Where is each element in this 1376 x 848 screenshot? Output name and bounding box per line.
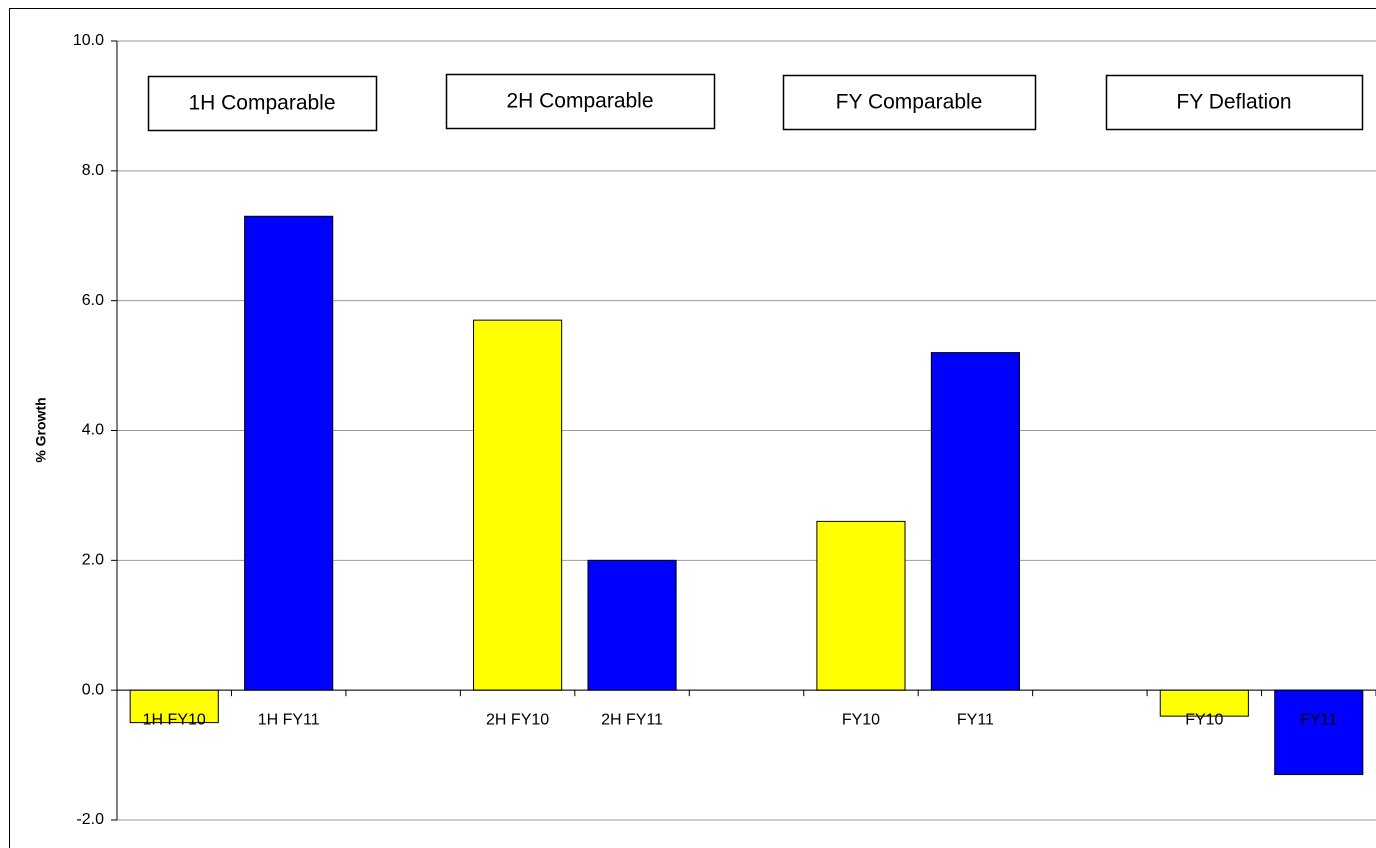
x-tick-label: 1H FY11 bbox=[258, 711, 320, 728]
bar bbox=[1159, 689, 1249, 717]
x-tick-label: FY11 bbox=[957, 711, 994, 728]
y-tick-label: 2.0 bbox=[82, 552, 104, 569]
x-tick-label: FY10 bbox=[1185, 711, 1223, 728]
annotation: FY Comparable bbox=[836, 91, 983, 114]
bar bbox=[1274, 689, 1364, 776]
annotation: FY Deflation bbox=[1176, 91, 1291, 114]
x-tick-label: 2H FY11 bbox=[601, 711, 663, 728]
bar bbox=[244, 215, 334, 691]
bar bbox=[816, 520, 906, 691]
y-tick-label: 10.0 bbox=[73, 32, 104, 49]
annotation: 1H Comparable bbox=[188, 92, 335, 115]
bar bbox=[930, 352, 1020, 691]
y-tick-label: -2.0 bbox=[76, 811, 104, 828]
y-tick-label: 6.0 bbox=[82, 292, 104, 309]
x-tick-label: 2H FY10 bbox=[486, 711, 549, 728]
x-tick-label: FY10 bbox=[842, 711, 880, 728]
annotation-box bbox=[147, 75, 378, 132]
y-axis-label: % Growth bbox=[33, 397, 49, 462]
bar bbox=[473, 319, 563, 691]
x-tick-label: 1H FY10 bbox=[143, 711, 206, 728]
x-tick-label: FY11 bbox=[1300, 711, 1337, 728]
annotation-box bbox=[782, 74, 1037, 131]
annotation-box bbox=[1105, 74, 1364, 131]
y-tick-label: 8.0 bbox=[82, 162, 104, 179]
y-tick-label: 0.0 bbox=[82, 681, 104, 698]
bar bbox=[587, 559, 677, 691]
annotation: 2H Comparable bbox=[506, 90, 653, 113]
chart-border bbox=[9, 8, 1376, 848]
bar bbox=[129, 689, 219, 724]
y-tick-label: 4.0 bbox=[82, 422, 104, 439]
annotation-box bbox=[445, 73, 716, 130]
